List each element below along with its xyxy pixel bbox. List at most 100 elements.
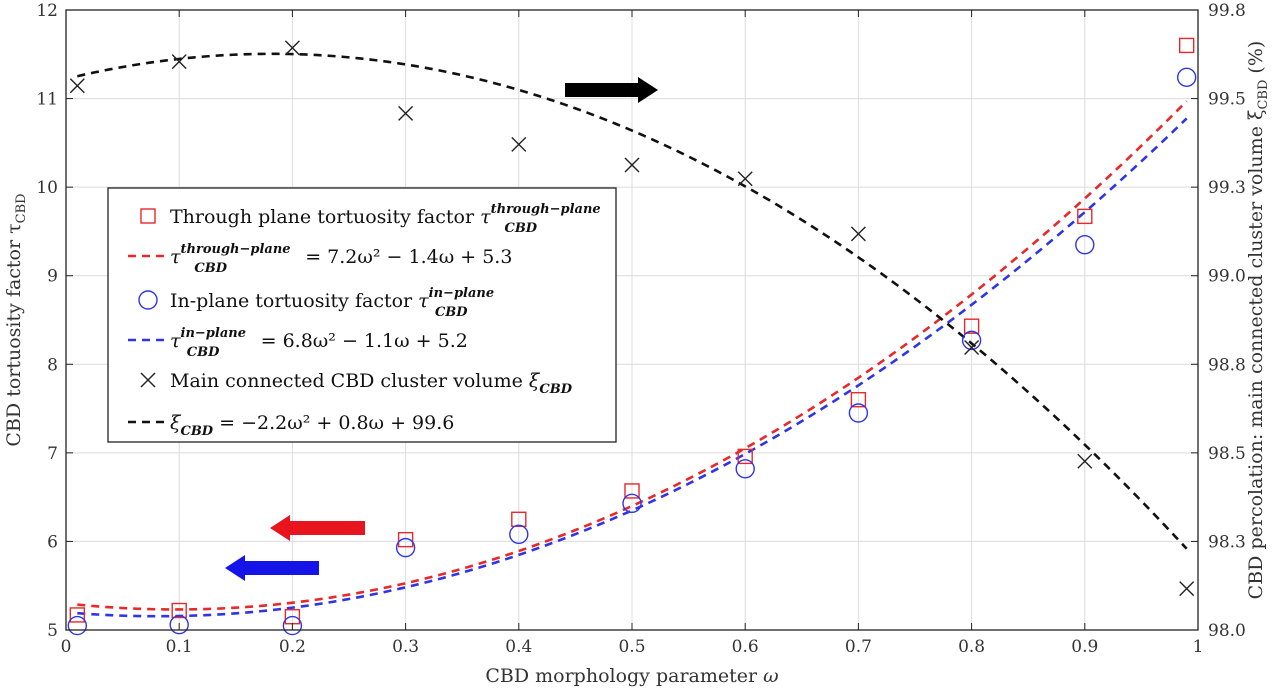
y-left-tick-label: 11 <box>36 90 58 110</box>
legend-math-symbol: τ <box>480 206 491 228</box>
cross-data-point-stroke <box>1179 581 1195 597</box>
fit-curve-1 <box>77 100 1188 611</box>
x-axis-label: CBD morphology parameter ω <box>485 665 778 687</box>
data-markers <box>67 37 1197 636</box>
square-data-point <box>397 531 414 548</box>
square-data-point <box>69 607 86 623</box>
square-data-point <box>850 392 867 408</box>
cross-data-point <box>1077 453 1093 469</box>
fit-curve-2 <box>77 117 1188 618</box>
y-left-tick-label: 10 <box>36 178 58 198</box>
legend: Through plane tortuosity factor τthrough… <box>107 187 617 443</box>
fit-curve-3 <box>77 52 1188 550</box>
legend-cross-marker <box>140 372 156 388</box>
y-right-tick-label: 98.8 <box>1208 355 1246 375</box>
circle-data-point <box>169 614 189 635</box>
arrow-right-1 <box>565 77 658 103</box>
cross-data-point <box>1179 581 1195 597</box>
cross-data-point <box>964 340 980 356</box>
y-right-tick-label: 99.8 <box>1208 1 1246 21</box>
legend-entry-text: In-plane tortuosity factor τin−plane CBD <box>170 286 494 320</box>
cross-data-point-stroke <box>624 157 640 173</box>
legend-equation: = 6.8ω² − 1.1ω + 5.2 <box>255 330 468 352</box>
legend-math-symbol: τ <box>170 330 181 352</box>
legend-subscript: CBD <box>194 261 227 276</box>
circle-data-point <box>961 330 982 351</box>
cross-data-point <box>398 105 414 121</box>
x-tick-label: 0.9 <box>1071 637 1098 657</box>
y-left-tick-label: 7 <box>47 444 58 464</box>
circle-data-point <box>848 403 869 423</box>
x-tick-label: 0 <box>61 637 72 657</box>
cross-data-point-stroke <box>1077 453 1093 469</box>
legend-equation: = 7.2ω² − 1.4ω + 5.3 <box>299 246 512 268</box>
axis-arrows <box>225 77 658 581</box>
legend-superscript: through−plane <box>181 242 291 257</box>
circle-data-point <box>282 615 303 636</box>
legend-superscript: in−plane <box>181 326 246 341</box>
y-right-tick-label: 99.3 <box>1208 178 1246 198</box>
circle-data-point <box>1176 67 1197 88</box>
circle-data-point <box>735 459 755 479</box>
y-right-tick-label: 99.0 <box>1208 267 1246 287</box>
x-tick-label: 0.1 <box>166 637 193 657</box>
legend-equation: = −2.2ω² + 0.8ω + 99.6 <box>213 412 454 434</box>
cross-data-point-stroke <box>850 226 866 242</box>
legend-entry-text: ξCBD = −2.2ω² + 0.8ω + 99.6 <box>170 412 454 439</box>
legend-circle-marker <box>138 290 158 310</box>
y-right-tick-label: 98.3 <box>1208 532 1246 552</box>
legend-box <box>107 187 617 443</box>
legend-subscript: CBD <box>504 221 537 236</box>
y-left-tick-label: 9 <box>47 267 58 287</box>
cross-data-point-stroke <box>964 340 980 356</box>
cross-data-point <box>69 78 85 94</box>
y-left-axis-label: CBD tortuosity factor τCBD <box>3 193 29 446</box>
x-tick-label: 0.3 <box>392 637 419 657</box>
legend-math-symbol: ξ <box>170 412 182 434</box>
x-tick-label: 0.6 <box>732 637 759 657</box>
cross-data-point-stroke <box>398 105 414 121</box>
circle-data-point <box>1075 235 1095 255</box>
arrow-left-3 <box>225 555 319 581</box>
cross-data-point <box>511 136 527 152</box>
cross-data-point <box>737 171 753 187</box>
x-tick-label: 1 <box>1193 637 1204 657</box>
legend-subscript: CBD <box>187 345 220 360</box>
legend-entry-label: Through plane tortuosity factor <box>170 206 480 228</box>
y-right-axis-label: CBD percolation: main connected cluster … <box>1245 41 1271 600</box>
cross-data-point <box>171 54 187 70</box>
cross-data-point <box>850 226 866 242</box>
square-data-point <box>171 602 187 619</box>
y-left-tick-label: 6 <box>47 532 58 552</box>
legend-superscript: in−plane <box>429 286 494 301</box>
legend-subscript: CBD <box>539 382 572 397</box>
y-left-tick-label: 5 <box>47 621 58 641</box>
legend-subscript: CBD <box>180 424 213 439</box>
y-right-tick-label: 98.0 <box>1208 621 1246 641</box>
cross-data-point-stroke <box>511 136 527 152</box>
legend-entry-text: Main connected CBD cluster volume ξCBD <box>170 370 573 397</box>
y-left-tick-label: 8 <box>47 355 58 375</box>
cross-data-point-stroke <box>171 54 187 70</box>
legend-subscript: CBD <box>435 305 468 320</box>
tick-labels: 0 0.1 0.2 0.3 0.4 0.5 0.6 0.7 0.8 0.9 1 5 6 7 8 9 10 11 12… <box>36 1 1246 657</box>
fit-curves <box>77 52 1188 618</box>
circle-data-point <box>67 615 88 636</box>
cross-data-point-stroke <box>284 40 300 56</box>
square-data-point <box>624 483 640 499</box>
arrow-left-2 <box>270 515 365 541</box>
legend-math-symbol: τ <box>418 290 429 312</box>
tick-marks <box>65 9 1199 631</box>
circle-data-point <box>622 493 642 514</box>
x-tick-label: 0.4 <box>505 637 532 657</box>
x-tick-label: 0.7 <box>845 637 872 657</box>
square-data-point <box>511 511 527 527</box>
legend-superscript: through−plane <box>491 202 601 217</box>
y-right-tick-label: 99.5 <box>1208 90 1246 110</box>
square-data-point <box>737 448 753 465</box>
legend-math-symbol: ξ <box>529 370 541 392</box>
y-right-tick-label: 98.5 <box>1208 444 1246 464</box>
y-left-tick-label: 12 <box>36 1 58 21</box>
cross-data-point <box>284 40 300 56</box>
